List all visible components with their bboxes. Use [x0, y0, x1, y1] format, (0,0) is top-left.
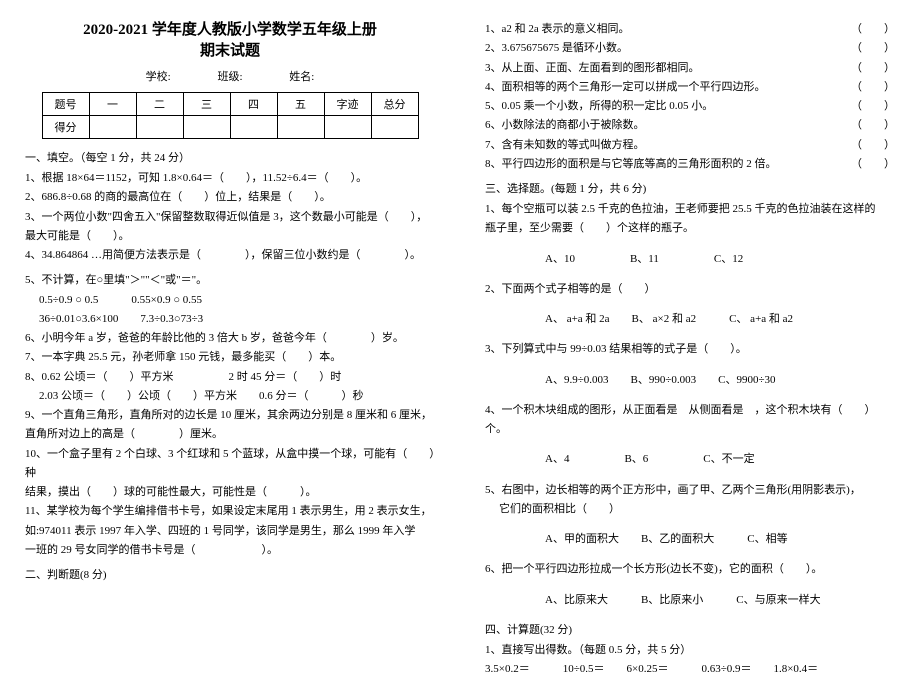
j2-text: 2、3.675675675 是循环小数。: [485, 42, 628, 54]
q9b: 直角所对边上的高是（ ）厘米。: [25, 425, 435, 444]
q10b: 结果，摸出（ ）球的可能性最大，可能性是（ ）。: [25, 483, 435, 502]
c3: 3、下列算式中与 99÷0.03 结果相等的式子是（ ）。: [485, 340, 895, 359]
th-0: 题号: [42, 93, 89, 116]
j7: 7、含有未知数的等式叫做方程。 （ ）: [485, 136, 895, 155]
th-7: 总分: [371, 93, 418, 116]
j3: 3、从上面、正面、左面看到的图形都相同。 （ ）: [485, 59, 895, 78]
q7: 7、一本字典 25.5 元，孙老师拿 150 元钱，最多能买（ ）本。: [25, 348, 435, 367]
q10a: 10、一个盒子里有 2 个白球、3 个红球和 5 个蓝球，从盒中摸一个球，可能有…: [25, 445, 435, 484]
th-6: 字迹: [324, 93, 371, 116]
cell-blank: [324, 116, 371, 139]
j6: 6、小数除法的商都小于被除数。 （ ）: [485, 116, 895, 135]
cell-blank: [89, 116, 136, 139]
q3a: 3、一个两位小数"四舍五入"保留整数取得近似值是 3，这个数最小可能是（ ），: [25, 208, 435, 227]
q11b: 如:974011 表示 1997 年入学、四班的 1 号同学，该同学是男生，那么…: [25, 522, 435, 541]
c6o: A、比原来大 B、比原来小 C、与原来一样大: [485, 591, 895, 610]
c3o: A、9.9÷0.003 B、990÷0.003 C、9900÷30: [485, 371, 895, 390]
j5-text: 5、0.05 乘一个小数，所得的积一定比 0.05 小。: [485, 100, 713, 112]
c5o: A、甲的面积大 B、乙的面积大 C、相等: [485, 530, 895, 549]
th-3: 三: [183, 93, 230, 116]
q5: 5、不计算，在○里填"＞""＜"或"＝"。: [25, 271, 435, 290]
paren: （ ）: [851, 136, 895, 155]
section-1-title: 一、填空。（每空 1 分，共 24 分）: [25, 149, 435, 165]
exam-title: 2020-2021 学年度人教版小学数学五年级上册 期末试题: [25, 20, 435, 62]
th-1: 一: [89, 93, 136, 116]
th-4: 四: [230, 93, 277, 116]
section-4-title: 四、计算题(32 分): [485, 621, 895, 637]
q2: 2、686.8÷0.68 的商的最高位在（ ）位上，结果是（ ）。: [25, 188, 435, 207]
q1: 1、根据 18×64＝1152，可知 1.8×0.64＝（ ），11.52÷6.…: [25, 169, 435, 188]
c5b: 它们的面积相比（ ）: [485, 500, 895, 519]
j3-text: 3、从上面、正面、左面看到的图形都相同。: [485, 62, 700, 74]
q3b: 最大可能是（ ）。: [25, 227, 435, 246]
c4: 4、一个积木块组成的图形，从正面看是 从侧面看是 ，这个积木块有（ ）个。: [485, 401, 895, 440]
cell-blank: [230, 116, 277, 139]
j5: 5、0.05 乘一个小数，所得的积一定比 0.05 小。 （ ）: [485, 97, 895, 116]
c1a: 1、每个空瓶可以装 2.5 千克的色拉油，王老师要把 25.5 千克的色拉油装在…: [485, 200, 895, 219]
school-label: 学校:: [146, 71, 171, 83]
j4-text: 4、面积相等的两个三角形一定可以拼成一个平行四边形。: [485, 81, 766, 93]
q6: 6、小明今年 a 岁，爸爸的年龄比他的 3 倍大 b 岁，爸爸今年（ ）岁。: [25, 329, 435, 348]
right-column: 1、a2 和 2a 表示的意义相同。 （ ） 2、3.675675675 是循环小…: [460, 0, 920, 650]
q5a: 0.5÷0.9 ○ 0.5 0.55×0.9 ○ 0.55: [25, 291, 435, 310]
j4: 4、面积相等的两个三角形一定可以拼成一个平行四边形。 （ ）: [485, 78, 895, 97]
exam-page: 2020-2021 学年度人教版小学数学五年级上册 期末试题 学校: 班级: 姓…: [0, 0, 920, 650]
j1: 1、a2 和 2a 表示的意义相同。 （ ）: [485, 20, 895, 39]
q5b: 36÷0.01○3.6×100 7.3÷0.3○73÷3: [25, 310, 435, 329]
c1b: 瓶子里，至少需要（ ）个这样的瓶子。: [485, 219, 895, 238]
c5a: 5、右图中，边长相等的两个正方形中，画了甲、乙两个三角形(用阴影表示)，: [485, 481, 895, 500]
paren: （ ）: [851, 20, 895, 39]
s4a: 1、直接写出得数。（每题 0.5 分，共 5 分）: [485, 641, 895, 660]
row-label: 得分: [42, 116, 89, 139]
q11c: 一班的 29 号女同学的借书卡号是（ ）。: [25, 541, 435, 560]
q8b: 2.03 公顷＝（ ）公顷（ ）平方米 0.6 分＝（ ）秒: [25, 387, 435, 406]
q9a: 9、一个直角三角形，直角所对的边长是 10 厘米，其余两边分别是 8 厘米和 6…: [25, 406, 435, 425]
cell-blank: [371, 116, 418, 139]
table-head-row: 题号 一 二 三 四 五 字迹 总分: [42, 93, 418, 116]
score-table: 题号 一 二 三 四 五 字迹 总分 得分: [42, 92, 419, 139]
table-score-row: 得分: [42, 116, 418, 139]
paren: （ ）: [851, 59, 895, 78]
c2: 2、下面两个式子相等的是（ ）: [485, 280, 895, 299]
j6-text: 6、小数除法的商都小于被除数。: [485, 119, 645, 131]
c6: 6、把一个平行四边形拉成一个长方形(边长不变)，它的面积（ ）。: [485, 560, 895, 579]
cell-blank: [183, 116, 230, 139]
title-line-2: 期末试题: [200, 43, 260, 59]
paren: （ ）: [851, 97, 895, 116]
j7-text: 7、含有未知数的等式叫做方程。: [485, 139, 645, 151]
name-label: 姓名:: [289, 71, 314, 83]
cell-blank: [136, 116, 183, 139]
cell-blank: [277, 116, 324, 139]
th-2: 二: [136, 93, 183, 116]
q8a: 8、0.62 公顷＝（ ）平方米 2 时 45 分＝（ ）时: [25, 368, 435, 387]
c2o: A、 a+a 和 2a B、 a×2 和 a2 C、 a+a 和 a2: [485, 310, 895, 329]
paren: （ ）: [851, 78, 895, 97]
j1-text: 1、a2 和 2a 表示的意义相同。: [485, 23, 630, 35]
paren: （ ）: [851, 116, 895, 135]
j2: 2、3.675675675 是循环小数。 （ ）: [485, 39, 895, 58]
title-line-1: 2020-2021 学年度人教版小学数学五年级上册: [83, 22, 377, 38]
q11a: 11、某学校为每个学生编排借书卡号，如果设定末尾用 1 表示男生，用 2 表示女…: [25, 502, 435, 521]
section-2-title: 二、判断题(8 分): [25, 566, 435, 582]
q4: 4、34.864864 …用简便方法表示是（ ），保留三位小数约是（ ）。: [25, 246, 435, 265]
c4o: A、4 B、6 C、不一定: [485, 450, 895, 469]
section-3-title: 三、选择题。(每题 1 分，共 6 分): [485, 180, 895, 196]
j8: 8、平行四边形的面积是与它等底等高的三角形面积的 2 倍。 （ ）: [485, 155, 895, 174]
paren: （ ）: [851, 39, 895, 58]
th-5: 五: [277, 93, 324, 116]
c1o: A、10 B、11 C、12: [485, 250, 895, 269]
s4b: 3.5×0.2＝ 10÷0.5＝ 6×0.25＝ 0.63÷0.9＝ 1.8×0…: [485, 660, 895, 679]
left-column: 2020-2021 学年度人教版小学数学五年级上册 期末试题 学校: 班级: 姓…: [0, 0, 460, 650]
student-info: 学校: 班级: 姓名:: [25, 68, 435, 84]
class-label: 班级:: [217, 71, 242, 83]
j8-text: 8、平行四边形的面积是与它等底等高的三角形面积的 2 倍。: [485, 158, 777, 170]
paren: （ ）: [851, 155, 895, 174]
